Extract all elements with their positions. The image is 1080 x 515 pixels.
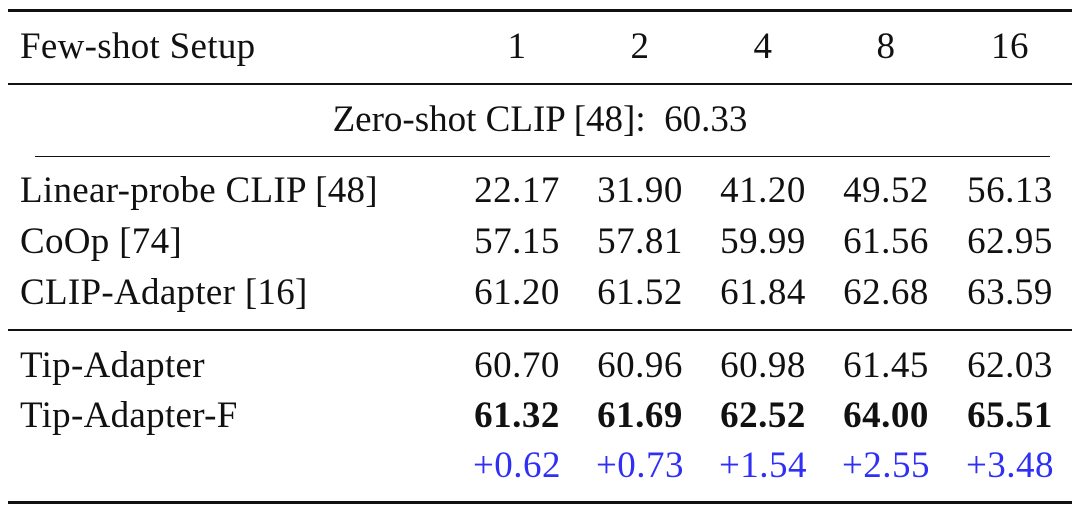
score-cell: 57.15 — [474, 221, 560, 262]
score-cell: 62.52 — [720, 395, 806, 436]
section-rule — [8, 329, 1072, 331]
score-cell: 61.32 — [474, 395, 560, 436]
score-cell: 65.51 — [967, 395, 1053, 436]
header-label: Few-shot Setup — [20, 26, 256, 67]
header-shot: 16 — [991, 26, 1029, 67]
gain-value: +1.54 — [718, 445, 808, 486]
method-name: Tip-Adapter — [20, 345, 205, 386]
score-cell: 62.03 — [967, 345, 1053, 386]
score-cell: 61.56 — [843, 221, 929, 262]
score-cell: 62.95 — [967, 221, 1053, 262]
score-cell: 57.81 — [597, 221, 683, 262]
gain-value: +0.73 — [595, 445, 685, 486]
score-cell: 22.17 — [474, 170, 560, 211]
table-row: Tip-Adapter 60.70 60.96 60.98 61.45 62.03 — [0, 341, 1080, 391]
top-rule — [8, 9, 1072, 12]
zero-shot-label: Zero-shot CLIP [48]: — [332, 99, 646, 140]
gain-value: +0.62 — [472, 445, 562, 486]
mid-rule — [35, 156, 1050, 157]
score-cell: 60.98 — [720, 345, 806, 386]
zero-shot-value: 60.33 — [664, 99, 748, 140]
score-cell: 31.90 — [597, 170, 683, 211]
method-name: CoOp [74] — [20, 221, 182, 262]
score-cell: 63.59 — [967, 272, 1053, 313]
table-row: CoOp [74] 57.15 57.81 59.99 61.56 62.95 — [0, 217, 1080, 267]
score-cell: 41.20 — [720, 170, 806, 211]
score-cell: 61.52 — [597, 272, 683, 313]
score-cell: 59.99 — [720, 221, 806, 262]
header-rule — [8, 83, 1072, 85]
header-shot: 1 — [507, 26, 527, 67]
table-row: Tip-Adapter-F 61.32 61.69 62.52 64.00 65.51 — [0, 391, 1080, 441]
score-cell: 62.68 — [843, 272, 929, 313]
score-cell: 56.13 — [967, 170, 1053, 211]
score-cell: 60.96 — [597, 345, 683, 386]
gain-row: +0.62 +0.73 +1.54 +2.55 +3.48 — [0, 441, 1080, 491]
score-cell: 61.45 — [843, 345, 929, 386]
gain-value: +3.48 — [965, 445, 1055, 486]
score-cell: 61.69 — [597, 395, 683, 436]
header-row: Few-shot Setup 1 2 4 8 16 — [0, 22, 1080, 72]
method-name: CLIP-Adapter [16] — [20, 272, 308, 313]
header-shot: 8 — [876, 26, 896, 67]
bottom-rule — [8, 501, 1072, 504]
table-row: Linear-probe CLIP [48] 22.17 31.90 41.20 49.… — [0, 166, 1080, 216]
method-name: Linear-probe CLIP [48] — [20, 170, 378, 211]
score-cell: 60.70 — [474, 345, 560, 386]
score-cell: 49.52 — [843, 170, 929, 211]
header-shot: 2 — [630, 26, 650, 67]
method-name: Tip-Adapter-F — [20, 395, 238, 436]
zero-shot-row: Zero-shot CLIP [48]: 60.33 — [0, 95, 1080, 145]
header-shot: 4 — [753, 26, 773, 67]
gain-value: +2.55 — [841, 445, 931, 486]
score-cell: 64.00 — [843, 395, 929, 436]
score-cell: 61.84 — [720, 272, 806, 313]
table-row: CLIP-Adapter [16] 61.20 61.52 61.84 62.68 63.… — [0, 268, 1080, 318]
score-cell: 61.20 — [474, 272, 560, 313]
